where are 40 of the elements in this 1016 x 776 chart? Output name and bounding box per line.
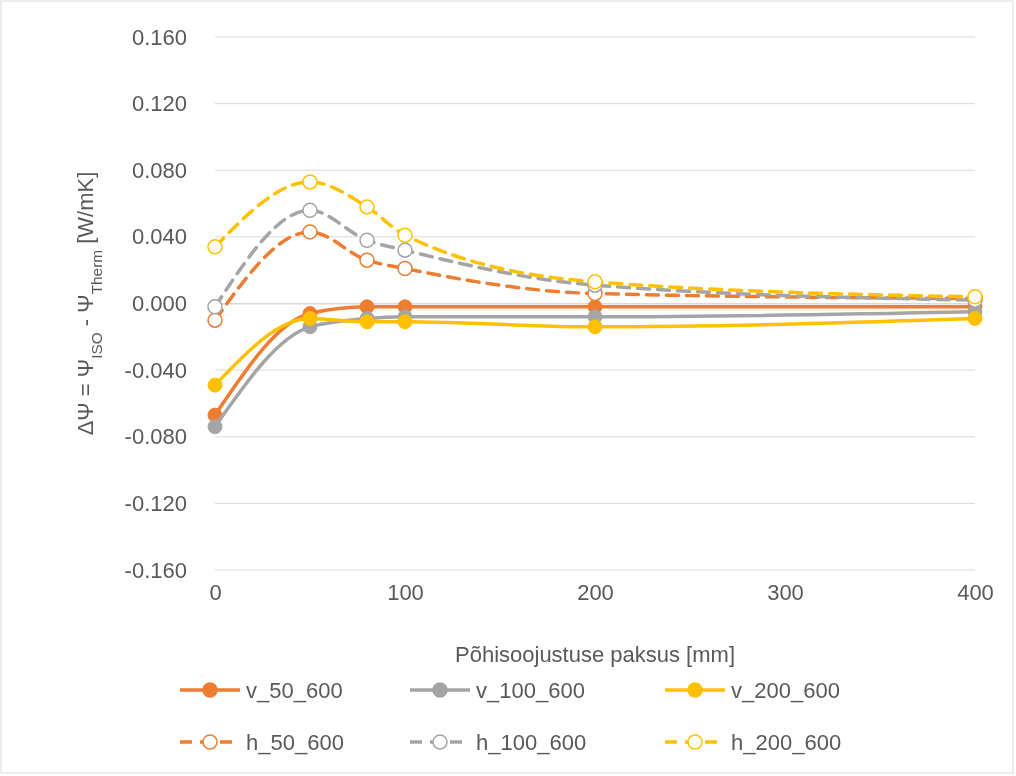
x-tick-label: 200 (577, 579, 614, 605)
y-tick-label: 0.080 (131, 157, 187, 183)
y-tick-label: 0.000 (131, 291, 187, 317)
point (359, 232, 375, 248)
x-tick-label: 300 (767, 579, 804, 605)
point (302, 224, 318, 240)
point (302, 174, 318, 190)
y-tick-label: 0.040 (131, 224, 187, 250)
x-tick-label: 400 (957, 579, 994, 605)
x-axis-title: Põhisoojustuse paksus [mm] (454, 642, 736, 667)
point (397, 227, 413, 243)
legend-label: v_100_600 (476, 678, 585, 703)
point (207, 377, 223, 393)
point (207, 239, 223, 255)
point (359, 199, 375, 215)
legend-label: v_200_600 (731, 678, 840, 703)
point (587, 319, 603, 335)
legend-label: h_200_600 (731, 730, 842, 755)
point (359, 314, 375, 330)
point (397, 260, 413, 277)
y-tick-label: -0.080 (124, 424, 187, 450)
x-tick-label: 100 (387, 579, 424, 605)
point (207, 419, 223, 435)
y-tick-label: 0.160 (131, 24, 187, 50)
x-tick-label: 0 (209, 579, 222, 605)
y-tick-label: -0.120 (124, 490, 187, 516)
legend-label: h_100_600 (476, 730, 587, 755)
point (967, 310, 983, 326)
y-tick-label: 0.120 (131, 91, 187, 117)
point (397, 314, 413, 330)
point (359, 252, 375, 268)
y-tick-label: -0.040 (124, 357, 187, 383)
point (302, 310, 318, 326)
point (207, 312, 223, 328)
legend-label: h_50_600 (246, 730, 344, 755)
y-tick-label: -0.160 (124, 557, 187, 583)
legend-label: v_50_600 (246, 678, 343, 703)
point (207, 299, 223, 315)
point (302, 202, 318, 218)
point (397, 242, 413, 258)
